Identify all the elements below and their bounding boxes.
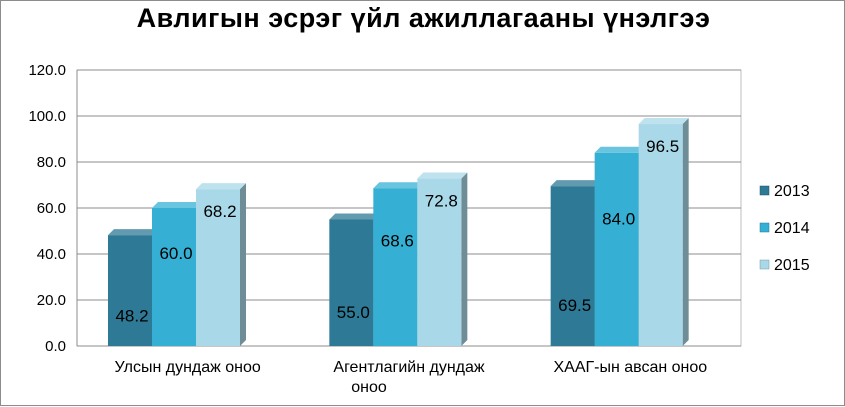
y-tick-label: 100.0 [28, 108, 66, 125]
bar-top [373, 182, 424, 189]
x-tick-label: ХААГ-ын авсан оноо [553, 359, 707, 376]
data-label: 60.0 [159, 244, 192, 263]
y-tick-label: 0.0 [45, 338, 66, 355]
y-tick-label: 120.0 [28, 62, 66, 79]
bar-side [240, 183, 246, 346]
y-tick-label: 60.0 [37, 200, 66, 217]
bar-top [196, 183, 246, 190]
legend-label: 2015 [774, 257, 810, 274]
bar-side [461, 172, 468, 346]
data-label: 55.0 [337, 303, 370, 322]
legend-swatch [759, 259, 770, 270]
legend-label: 2013 [774, 183, 810, 200]
bar [638, 124, 683, 346]
bar-top [329, 213, 380, 220]
bar-top [417, 172, 468, 179]
data-label: 96.5 [646, 137, 679, 156]
y-tick-label: 40.0 [37, 246, 66, 263]
data-label: 68.2 [203, 202, 236, 221]
bar [373, 188, 418, 346]
bar-top [550, 180, 601, 187]
bar [152, 208, 196, 346]
chart-title: Авлигын эсрэг үйл ажиллагааны үнэлгээ [136, 3, 711, 33]
bar [417, 178, 462, 346]
data-label: 69.5 [558, 296, 591, 315]
bar-top [152, 202, 202, 208]
bar [108, 235, 152, 346]
bar-top [638, 118, 689, 125]
legend-swatch [759, 222, 770, 233]
bar-side [682, 118, 689, 346]
bar [196, 189, 240, 346]
bar [594, 152, 639, 346]
bar [550, 186, 595, 346]
bar-top [108, 229, 158, 236]
y-tick-label: 80.0 [37, 154, 66, 171]
data-label: 84.0 [602, 209, 635, 228]
data-label: 72.8 [425, 192, 458, 211]
data-label: 68.6 [381, 232, 414, 251]
bar-top [594, 146, 645, 153]
x-tick-label: Улсын дундаж оноо [115, 359, 261, 376]
legend-swatch [759, 185, 770, 196]
data-label: 48.2 [115, 307, 148, 326]
legend-label: 2014 [774, 220, 810, 237]
x-tick-label: Агентлагийн дундаж оноо [333, 359, 485, 396]
y-tick-label: 20.0 [37, 292, 66, 309]
bar [329, 219, 374, 346]
